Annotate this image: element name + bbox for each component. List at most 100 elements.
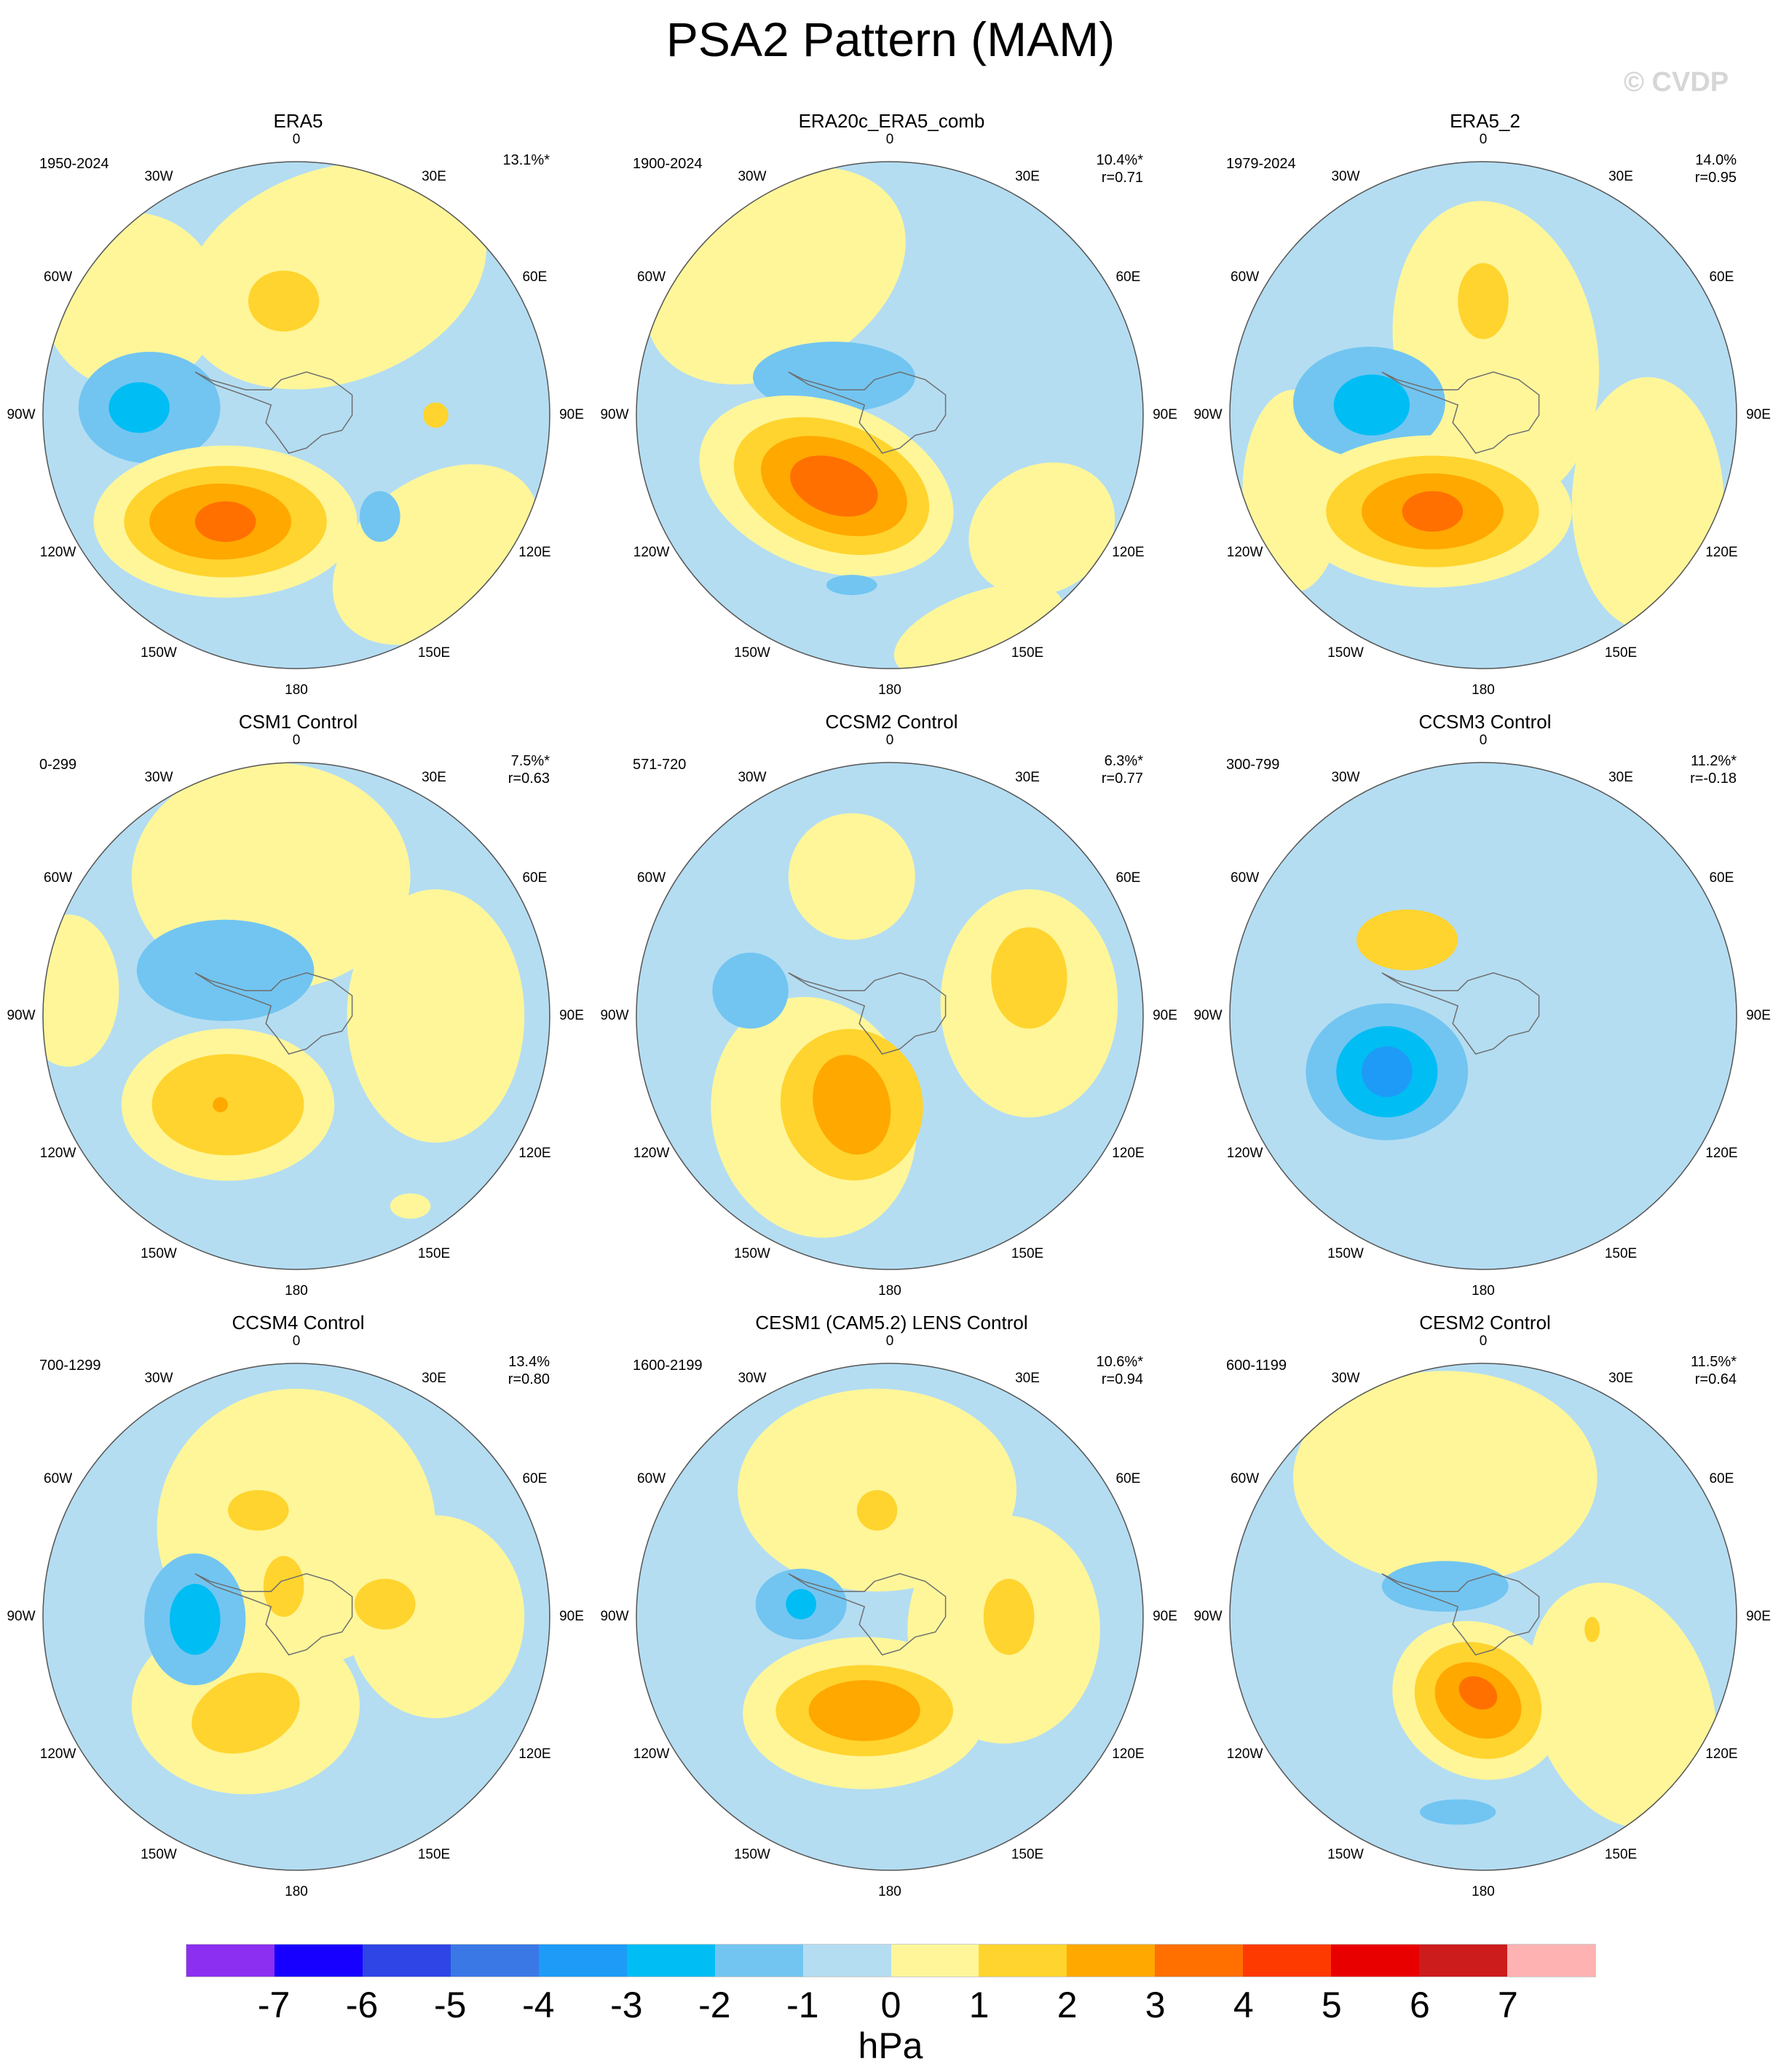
colorbar-tick: -7 bbox=[257, 1985, 291, 2025]
map-panel: CESM2 Control 600-1199 11.5%* r=0.64 0 30E 60E… bbox=[1188, 1311, 1781, 1912]
longitude-label: 150E bbox=[1604, 645, 1638, 661]
longitude-label: 0 bbox=[292, 132, 301, 147]
panel-pct-variance: 11.5%* bbox=[1690, 1354, 1737, 1370]
anomaly-contour bbox=[968, 462, 1115, 596]
longitude-label: 30W bbox=[144, 168, 173, 184]
anomaly-contour bbox=[347, 1515, 525, 1719]
polar-map bbox=[1229, 1363, 1737, 1871]
panel-title: CCSM2 Control bbox=[825, 711, 958, 733]
colorbar-swatch bbox=[1155, 1945, 1244, 1977]
coastline bbox=[194, 1573, 353, 1656]
panel-pct-variance: 11.2%* bbox=[1690, 753, 1737, 769]
colorbar-tick: -3 bbox=[610, 1985, 643, 2025]
colorbar-tick: -6 bbox=[345, 1985, 379, 2025]
panel-pct-variance: 14.0% bbox=[1695, 152, 1737, 168]
longitude-label: 120E bbox=[1112, 1146, 1145, 1161]
longitude-label: 120E bbox=[1112, 545, 1145, 560]
panel-pct-variance: 7.5%* bbox=[510, 753, 550, 769]
polar-map bbox=[1229, 762, 1737, 1270]
longitude-label: 60E bbox=[1115, 1471, 1141, 1486]
anomaly-contour bbox=[169, 1583, 221, 1655]
panel-variance-stats: 10.6%* r=0.94 bbox=[1097, 1353, 1144, 1388]
longitude-label: 60W bbox=[1231, 870, 1260, 886]
longitude-label: 180 bbox=[1472, 1884, 1495, 1899]
panel-title: CCSM4 Control bbox=[232, 1312, 365, 1334]
panel-pct-variance: 13.4% bbox=[508, 1354, 550, 1370]
anomaly-contour bbox=[1528, 1583, 1717, 1829]
longitude-label: 0 bbox=[292, 733, 301, 748]
anomaly-contour bbox=[360, 491, 400, 542]
colorbar-swatch bbox=[714, 1945, 803, 1977]
longitude-label: 180 bbox=[285, 682, 308, 698]
colorbar-tick: 0 bbox=[880, 1985, 901, 2025]
panel-title: ERA5_2 bbox=[1450, 110, 1520, 132]
longitude-label: 120E bbox=[1705, 1746, 1738, 1762]
longitude-label: 90E bbox=[1153, 1008, 1177, 1023]
coastline bbox=[788, 972, 947, 1055]
colorbar-tick-labels: -7 -6 -5 -4 -3 -2 -1 0 1 2 3 4 5 6 7 bbox=[186, 1984, 1596, 2028]
longitude-label: 90E bbox=[559, 1609, 584, 1624]
colorbar-swatch bbox=[450, 1945, 539, 1977]
panel-years: 600-1199 bbox=[1226, 1358, 1287, 1374]
panel-title: ERA5 bbox=[273, 110, 323, 132]
longitude-label: 30E bbox=[1015, 1370, 1040, 1386]
colorbar-tick: -1 bbox=[786, 1985, 819, 2025]
anomaly-contour bbox=[753, 342, 915, 413]
panel-pattern-correlation: r=0.63 bbox=[508, 771, 550, 787]
longitude-label: 60E bbox=[1709, 269, 1734, 285]
coastline bbox=[1381, 1573, 1540, 1656]
anomaly-contour bbox=[182, 162, 487, 390]
map-border bbox=[636, 161, 1144, 669]
anomaly-contour bbox=[1584, 1617, 1600, 1642]
longitude-label: 60W bbox=[44, 1471, 73, 1486]
coastline bbox=[1381, 371, 1540, 454]
longitude-label: 0 bbox=[292, 1334, 301, 1349]
map-border bbox=[1229, 1363, 1737, 1871]
panel-pattern-correlation: r=0.64 bbox=[1694, 1371, 1737, 1387]
anomaly-contour bbox=[136, 919, 315, 1021]
panel-variance-stats: 11.5%* r=0.64 bbox=[1691, 1353, 1737, 1388]
colorbar-swatch bbox=[1507, 1945, 1595, 1977]
longitude-label: 30E bbox=[1608, 1370, 1633, 1386]
panel-pattern-correlation: r=0.71 bbox=[1101, 170, 1143, 186]
colorbar-tick: 2 bbox=[1057, 1985, 1078, 2025]
longitude-label: 30W bbox=[738, 1370, 767, 1386]
longitude-label: 30E bbox=[1608, 769, 1633, 785]
longitude-label: 30W bbox=[738, 168, 767, 184]
anomaly-contour bbox=[191, 1672, 300, 1754]
coastline bbox=[788, 371, 947, 454]
longitude-label: 150W bbox=[141, 1246, 177, 1262]
anomaly-contour bbox=[1392, 200, 1600, 503]
colorbar-swatch bbox=[538, 1945, 627, 1977]
longitude-label: 30W bbox=[1331, 168, 1360, 184]
longitude-label: 30E bbox=[1015, 769, 1040, 785]
anomaly-contour bbox=[1331, 763, 1610, 851]
anomaly-contour bbox=[194, 501, 256, 542]
longitude-label: 30W bbox=[1331, 1370, 1360, 1386]
polar-map bbox=[42, 161, 550, 669]
longitude-label: 180 bbox=[878, 682, 901, 698]
longitude-label: 120W bbox=[1226, 1146, 1263, 1161]
anomaly-contour bbox=[786, 1588, 817, 1620]
longitude-label: 60E bbox=[522, 269, 548, 285]
colorbar-swatch bbox=[626, 1945, 715, 1977]
anomaly-contour bbox=[390, 1193, 431, 1219]
longitude-label: 30W bbox=[144, 1370, 173, 1386]
longitude-label: 90W bbox=[7, 1008, 36, 1023]
anomaly-contour bbox=[43, 914, 119, 1067]
longitude-label: 30W bbox=[144, 769, 173, 785]
map-panel: ERA20c_ERA5_comb 1900-2024 10.4%* r=0.71 0 30… bbox=[595, 109, 1188, 710]
anomaly-contour bbox=[991, 927, 1067, 1029]
anomaly-contour bbox=[263, 1556, 304, 1617]
panel-title: ERA20c_ERA5_comb bbox=[798, 110, 985, 132]
longitude-label: 30E bbox=[1015, 168, 1040, 184]
colorbar-tick: -5 bbox=[433, 1985, 467, 2025]
colorbar-swatch bbox=[979, 1945, 1067, 1977]
longitude-label: 150E bbox=[417, 1246, 451, 1262]
panel-title: CCSM3 Control bbox=[1418, 711, 1552, 733]
panel-variance-stats: 6.3%* r=0.77 bbox=[1102, 752, 1143, 787]
anomaly-contour bbox=[228, 1490, 289, 1531]
longitude-label: 90W bbox=[600, 1008, 629, 1023]
longitude-label: 150E bbox=[417, 1847, 451, 1863]
longitude-label: 150W bbox=[141, 1847, 177, 1863]
